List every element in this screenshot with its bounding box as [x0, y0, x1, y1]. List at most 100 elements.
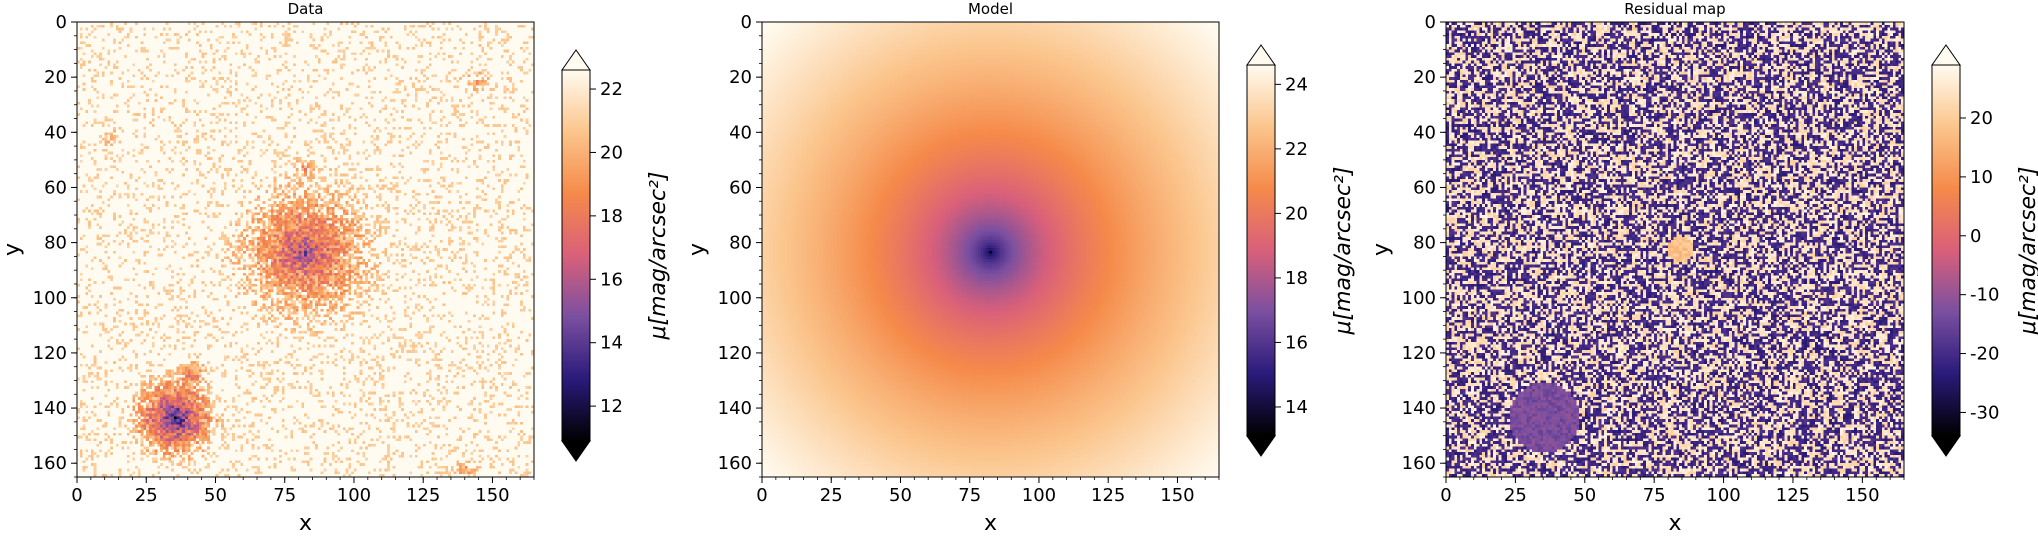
y-tick-label: 80: [1413, 233, 1436, 254]
colorbar: 12 14 16 18 20 22 μ[mag/arcsec²]: [561, 49, 671, 462]
x-tick-label: 75: [273, 485, 296, 506]
colorbar-tick-label: 14: [600, 333, 623, 354]
colorbar-tick-label: 20: [1285, 203, 1308, 224]
colorbar: 14 16 18 20 22 24 μ[mag/arcsec²]: [1246, 44, 1356, 457]
colorbar-tick-label: 12: [600, 396, 623, 417]
axes-frame: [76, 21, 535, 478]
colorbar-frame: [1246, 64, 1276, 437]
y-tick-label: 20: [1413, 67, 1436, 88]
x-tick-label: 125: [1776, 485, 1810, 506]
panel-2: Model 0 25 50 75 100 125 150 0 20 40 60 80 100 120 140 1…: [685, 0, 1356, 536]
colorbar-extend-max: [1246, 44, 1276, 66]
heatmap-image-1: [77, 22, 534, 477]
panel-1: Data 0 25 50 75 100 125 150 0 20 40 60 80 100 120 140 16…: [0, 0, 671, 536]
colorbar-tick-label: 10: [1970, 167, 1993, 188]
x-tick-label: 75: [1643, 485, 1666, 506]
x-tick-label: 0: [756, 485, 767, 506]
panel-title: Residual map: [1624, 0, 1725, 18]
y-tick-label: 120: [1402, 343, 1436, 364]
y-tick-label: 100: [1402, 288, 1436, 309]
colorbar-gradient: [1932, 65, 1960, 436]
y-tick-label: 80: [729, 233, 752, 254]
colorbar-tick-label: 16: [600, 269, 623, 290]
heatmap-image-3: [1446, 22, 1904, 477]
x-tick-label: 50: [204, 485, 227, 506]
colorbar-tick-label: 0: [1970, 226, 1981, 247]
colorbar-tick-label: 24: [1285, 74, 1308, 95]
x-axis-label: x: [984, 511, 997, 536]
colorbar-tick-label: 16: [1285, 332, 1308, 353]
x-tick-label: 125: [406, 485, 440, 506]
y-tick-label: 140: [718, 398, 752, 419]
panel-title: Model: [968, 0, 1013, 18]
x-tick-label: 0: [71, 485, 82, 506]
colorbar-extend-max: [1931, 44, 1961, 66]
y-tick-label: 40: [44, 122, 67, 143]
y-tick-label: 80: [44, 233, 67, 254]
axes-frame: [1445, 21, 1905, 478]
y-tick-label: 40: [729, 122, 752, 143]
y-tick-label: 60: [729, 177, 752, 198]
x-tick-label: 25: [820, 485, 843, 506]
x-tick-label: 150: [1160, 485, 1194, 506]
y-tick-label: 100: [33, 288, 67, 309]
axes-frame: [761, 21, 1220, 478]
y-axis-label: y: [685, 243, 710, 256]
colorbar-label: μ[mag/arcsec²]: [646, 172, 671, 341]
y-tick-label: 60: [1413, 177, 1436, 198]
colorbar: 20 10 0 -10 -20 -30 μ[mag/arcsec²]: [1931, 44, 2038, 457]
x-axis-label: x: [1668, 511, 1681, 536]
x-tick-label: 0: [1440, 485, 1451, 506]
colorbar-gradient: [1247, 65, 1275, 436]
colorbar-gradient: [562, 70, 590, 441]
y-tick-label: 60: [44, 177, 67, 198]
x-tick-label: 25: [1504, 485, 1527, 506]
colorbar-frame: [1931, 64, 1961, 437]
y-tick-label: 140: [33, 398, 67, 419]
y-tick-label: 160: [33, 453, 67, 474]
colorbar-tick-label: 18: [600, 206, 623, 227]
y-tick-label: 160: [718, 453, 752, 474]
y-tick-label: 120: [718, 343, 752, 364]
y-tick-label: 160: [1402, 453, 1436, 474]
colorbar-extend-max: [561, 49, 591, 71]
x-tick-label: 100: [337, 485, 371, 506]
colorbar-extend-min: [1931, 435, 1961, 457]
x-tick-label: 50: [889, 485, 912, 506]
x-tick-label: 50: [1573, 485, 1596, 506]
colorbar-frame: [561, 69, 591, 442]
y-tick-label: 20: [44, 67, 67, 88]
y-tick-label: 140: [1402, 398, 1436, 419]
colorbar-label: μ[mag/arcsec²]: [2016, 167, 2038, 336]
x-tick-label: 100: [1022, 485, 1056, 506]
y-tick-label: 0: [741, 12, 752, 33]
colorbar-tick-label: -20: [1970, 344, 1999, 365]
y-tick-label: 0: [56, 12, 67, 33]
colorbar-tick-label: 18: [1285, 268, 1308, 289]
colorbar-tick-label: 22: [600, 79, 623, 100]
heatmap-image-2: [762, 22, 1219, 477]
y-tick-label: 20: [729, 67, 752, 88]
y-tick-label: 100: [718, 288, 752, 309]
x-tick-label: 100: [1706, 485, 1740, 506]
y-axis-label: y: [1369, 243, 1394, 256]
x-tick-label: 150: [1845, 485, 1879, 506]
x-tick-label: 75: [958, 485, 981, 506]
colorbar-tick-label: 22: [1285, 139, 1308, 160]
colorbar-extend-min: [561, 440, 591, 462]
y-tick-label: 120: [33, 343, 67, 364]
colorbar-tick-label: 14: [1285, 397, 1308, 418]
colorbar-extend-min: [1246, 435, 1276, 457]
colorbar-tick-label: 20: [1970, 108, 1993, 129]
y-tick-label: 40: [1413, 122, 1436, 143]
colorbar-tick-label: 20: [600, 142, 623, 163]
y-axis-label: y: [0, 243, 25, 256]
y-tick-label: 0: [1425, 12, 1436, 33]
colorbar-tick-label: -10: [1970, 285, 1999, 306]
x-tick-label: 150: [475, 485, 509, 506]
colorbar-tick-label: -30: [1970, 402, 1999, 423]
x-tick-label: 125: [1091, 485, 1125, 506]
x-tick-label: 25: [135, 485, 158, 506]
